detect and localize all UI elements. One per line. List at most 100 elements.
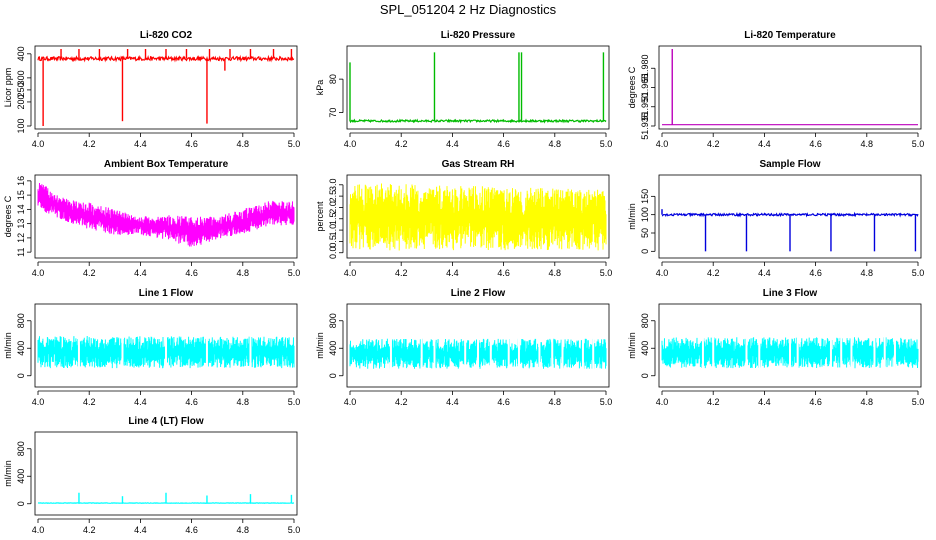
plot-frame [346, 45, 610, 130]
x-axis: 4.0 4.2 4.4 4.6 4.8 5.0 [32, 390, 301, 407]
x-tick-label: 4.8 [237, 525, 250, 535]
x-tick-label: 4.4 [758, 268, 771, 278]
x-tick-label: 4.0 [32, 139, 45, 149]
x-tick-label: 4.2 [395, 397, 408, 407]
y-tick-label: 2.0 [328, 201, 338, 214]
y-tick-label: 200 [16, 94, 26, 109]
x-tick-label: 4.0 [656, 268, 669, 278]
x-tick-label: 4.0 [656, 139, 669, 149]
plot-frame [658, 303, 922, 388]
y-tick-label: 400 [16, 469, 26, 484]
x-tick-label: 5.0 [288, 139, 301, 149]
x-tick-label: 4.6 [185, 268, 198, 278]
data-series [662, 49, 918, 126]
y-tick-label: 400 [328, 341, 338, 356]
x-tick-label: 4.6 [497, 397, 510, 407]
y-tick-label: 250 [16, 82, 26, 97]
data-series [349, 336, 607, 371]
y-axis-label: ml/min [3, 332, 13, 359]
y-tick-label: 51.980 [640, 54, 650, 82]
y-tick-label: 0 [328, 373, 338, 378]
data-series [37, 492, 294, 505]
x-axis: 4.0 4.2 4.4 4.6 4.8 5.0 [656, 261, 925, 278]
x-tick-label: 4.4 [134, 397, 147, 407]
y-tick-label: 1.0 [328, 224, 338, 237]
y-axis-label: degrees C [3, 195, 13, 237]
x-tick-label: 4.2 [83, 525, 96, 535]
x-tick-label: 4.8 [549, 268, 562, 278]
x-tick-label: 4.8 [549, 397, 562, 407]
y-tick-label: 0 [16, 501, 26, 506]
y-tick-label: 400 [16, 341, 26, 356]
series-line [37, 54, 295, 63]
series-band [349, 183, 607, 251]
y-axis-label: ml/min [627, 332, 637, 359]
x-tick-label: 4.2 [83, 139, 96, 149]
chart-panel: Li-820 Temperature 4.0 4.2 4.4 4.6 4.8 5.0 51.9… [627, 30, 924, 149]
data-series [349, 52, 607, 124]
plot-frame [346, 174, 610, 259]
plot-frame [346, 303, 610, 388]
y-tick-label: 16 [16, 176, 26, 186]
x-tick-label: 4.2 [83, 397, 96, 407]
y-axis-label: degrees C [627, 66, 637, 108]
data-series [661, 209, 919, 252]
x-tick-label: 4.6 [809, 268, 822, 278]
panel-title: Gas Stream RH [442, 159, 515, 170]
y-axis-label: kPa [315, 80, 325, 96]
x-tick-label: 4.0 [656, 397, 669, 407]
panel-title: Li-820 Temperature [744, 30, 836, 41]
series-line [661, 211, 919, 218]
x-tick-label: 4.2 [395, 139, 408, 149]
x-tick-label: 4.4 [134, 525, 147, 535]
x-axis: 4.0 4.2 4.4 4.6 4.8 5.0 [344, 390, 612, 407]
y-tick-label: 51.965 [640, 74, 650, 102]
y-tick-label: 11 [16, 247, 26, 256]
x-tick-label: 4.8 [237, 139, 250, 149]
y-tick-label: 0 [16, 373, 26, 378]
x-tick-label: 4.4 [134, 268, 147, 278]
x-tick-label: 4.8 [861, 139, 874, 149]
x-tick-label: 4.6 [497, 268, 510, 278]
y-tick-label: 800 [328, 313, 338, 328]
y-axis-label: ml/min [627, 203, 637, 230]
chart-panel: Sample Flow 4.0 4.2 4.4 4.6 4.8 5.0 0 50 100 150ml… [627, 159, 924, 278]
y-tick-label: 13 [16, 219, 26, 229]
x-axis: 4.0 4.2 4.4 4.6 4.8 5.0 [656, 390, 924, 407]
y-tick-label: 150 [640, 189, 650, 204]
x-tick-label: 4.6 [185, 397, 198, 407]
x-tick-label: 5.0 [288, 397, 301, 407]
x-tick-label: 4.0 [32, 397, 45, 407]
data-series [661, 335, 919, 371]
plot-frame [34, 303, 298, 388]
x-tick-label: 4.2 [395, 268, 408, 278]
data-series [37, 182, 295, 247]
x-tick-label: 4.4 [446, 397, 459, 407]
panel-title: Line 4 (LT) Flow [128, 416, 204, 427]
x-tick-label: 4.0 [344, 397, 357, 407]
page-title: SPL_051204 2 Hz Diagnostics [380, 2, 557, 17]
y-tick-label: 2.5 [328, 190, 338, 203]
panel-title: Sample Flow [759, 159, 820, 170]
x-tick-label: 4.4 [134, 139, 147, 149]
x-tick-label: 4.2 [707, 268, 720, 278]
x-tick-label: 5.0 [912, 268, 925, 278]
data-series [349, 183, 607, 251]
y-tick-label: 100 [640, 207, 650, 222]
y-tick-label: 50 [640, 228, 650, 238]
y-tick-label: 15 [16, 190, 26, 200]
chart-panel: Line 2 Flow 4.0 4.2 4.4 4.6 4.8 5.0 0 400 800ml/m… [315, 288, 612, 407]
x-tick-label: 5.0 [600, 139, 613, 149]
panel-title: Line 1 Flow [139, 288, 194, 299]
x-axis: 4.0 4.2 4.4 4.6 4.8 5.0 [344, 132, 613, 149]
y-tick-label: 70 [328, 108, 338, 118]
y-axis-label: ml/min [3, 460, 13, 487]
x-tick-label: 4.0 [344, 268, 357, 278]
x-axis: 4.0 4.2 4.4 4.6 4.8 5.0 [32, 132, 301, 149]
